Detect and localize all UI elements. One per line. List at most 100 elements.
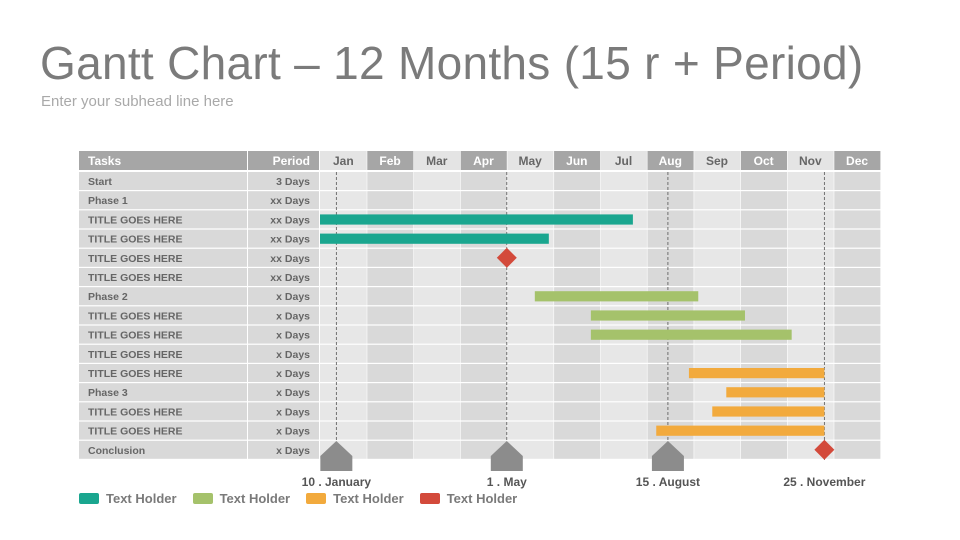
- period-cell: [248, 344, 319, 363]
- gantt-bar-phase2: [590, 310, 745, 321]
- grid-cell: [834, 287, 881, 306]
- task-cell: [79, 268, 247, 286]
- grid-cell: [834, 248, 881, 267]
- grid-cell: [460, 344, 507, 363]
- grid-cell: [320, 172, 367, 190]
- period-cell: [248, 364, 319, 382]
- legend-swatch: [79, 493, 99, 504]
- tasks-column-header: Tasks: [88, 154, 121, 168]
- month-header-cell: [600, 151, 647, 170]
- legend-item: Text Holder: [306, 491, 404, 506]
- task-cell: [79, 344, 247, 363]
- period-label: xx Days: [270, 214, 310, 226]
- tasks-header-cell: [79, 151, 247, 170]
- grid-cell: [507, 306, 554, 325]
- grid-cell: [414, 325, 461, 344]
- grid-cell: [460, 268, 507, 286]
- period-cell: [248, 191, 319, 210]
- month-header-cell: [554, 151, 601, 170]
- grid-cell: [460, 287, 507, 306]
- period-cell: [248, 248, 319, 267]
- grid-cell: [694, 191, 741, 210]
- month-header-label: Sep: [706, 154, 728, 168]
- gantt-bar-phase2: [590, 329, 792, 340]
- grid-cell: [507, 268, 554, 286]
- grid-cell: [460, 364, 507, 382]
- grid-cell: [320, 421, 367, 440]
- grid-cell: [600, 364, 647, 382]
- grid-cell: [834, 440, 881, 459]
- grid-cell: [367, 268, 414, 286]
- period-label: x Days: [276, 310, 310, 322]
- period-label: xx Days: [270, 272, 310, 284]
- month-header-label: Jun: [566, 154, 587, 168]
- grid-cell: [787, 172, 834, 190]
- grid-cell: [414, 383, 461, 402]
- month-header-cell: [647, 151, 694, 170]
- period-cell: [248, 402, 319, 421]
- grid-cell: [740, 172, 787, 190]
- grid-cell: [554, 344, 601, 363]
- month-header-cell: [414, 151, 461, 170]
- period-cell: [248, 306, 319, 325]
- grid-cell: [367, 306, 414, 325]
- grid-cell: [554, 229, 601, 248]
- grid-cell: [367, 383, 414, 402]
- grid-cell: [834, 191, 881, 210]
- grid-cell: [694, 268, 741, 286]
- page-subtitle: Enter your subhead line here: [41, 93, 234, 110]
- grid-cell: [600, 172, 647, 190]
- grid-cell: [600, 191, 647, 210]
- period-label: x Days: [276, 387, 310, 399]
- grid-cell: [694, 344, 741, 363]
- period-label: x Days: [276, 330, 310, 342]
- gantt-bar-phase3: [712, 406, 825, 417]
- task-label: TITLE GOES HERE: [88, 253, 183, 265]
- period-cell: [248, 325, 319, 344]
- task-cell: [79, 306, 247, 325]
- month-header-label: May: [518, 154, 542, 168]
- grid-cell: [787, 268, 834, 286]
- month-header-label: Nov: [799, 154, 822, 168]
- task-cell: [79, 287, 247, 306]
- legend-item: Text Holder: [79, 491, 177, 506]
- grid-cell: [834, 364, 881, 382]
- grid-cell: [740, 306, 787, 325]
- task-label: Start: [88, 176, 112, 188]
- task-label: TITLE GOES HERE: [88, 310, 183, 322]
- grid-cell: [507, 325, 554, 344]
- grid-cell: [367, 402, 414, 421]
- grid-cell: [367, 287, 414, 306]
- task-cell: [79, 383, 247, 402]
- period-label: xx Days: [270, 253, 310, 265]
- period-label: xx Days: [270, 234, 310, 246]
- grid-cell: [460, 191, 507, 210]
- grid-cell: [647, 248, 694, 267]
- legend-swatch: [306, 493, 327, 504]
- grid-cell: [787, 210, 834, 229]
- grid-cell: [787, 229, 834, 248]
- grid-cell: [647, 191, 694, 210]
- month-header-label: Apr: [473, 154, 494, 168]
- task-label: Phase 1: [88, 195, 128, 207]
- grid-cell: [320, 344, 367, 363]
- grid-cell: [740, 287, 787, 306]
- grid-cell: [554, 306, 601, 325]
- grid-cell: [367, 344, 414, 363]
- month-header-label: Feb: [379, 154, 400, 168]
- grid-cell: [787, 248, 834, 267]
- period-label: x Days: [276, 368, 310, 380]
- grid-cell: [834, 402, 881, 421]
- grid-cell: [320, 402, 367, 421]
- grid-cell: [414, 268, 461, 286]
- period-cell: [248, 172, 319, 190]
- grid-cell: [600, 344, 647, 363]
- legend-swatch: [192, 493, 213, 504]
- task-cell: [79, 402, 247, 421]
- task-cell: [79, 248, 247, 267]
- month-header-cell: [834, 151, 881, 170]
- task-cell: [79, 440, 247, 459]
- task-cell: [79, 210, 247, 229]
- grid-cell: [787, 344, 834, 363]
- task-label: TITLE GOES HERE: [88, 406, 183, 418]
